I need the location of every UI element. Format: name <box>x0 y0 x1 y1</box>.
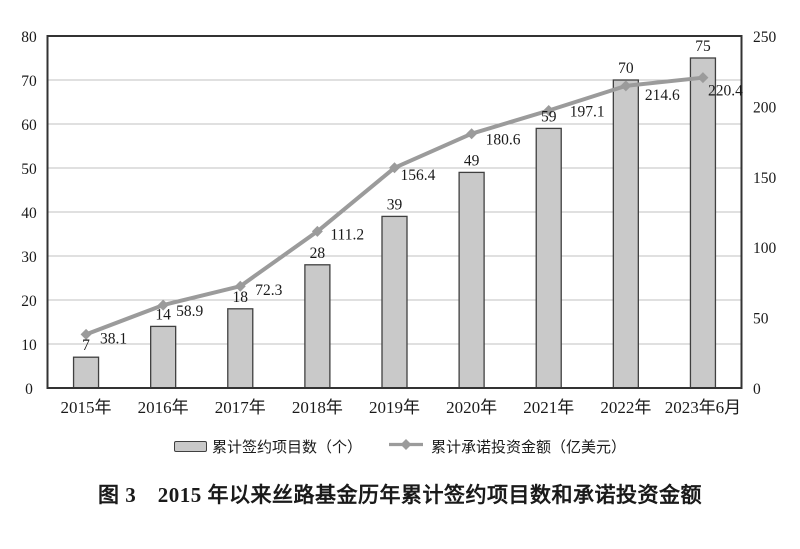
bar-value-label: 39 <box>387 196 403 213</box>
diamond-marker-2019年 <box>389 162 400 174</box>
bar-value-label: 70 <box>618 60 634 77</box>
bar-value-label: 59 <box>541 108 557 125</box>
line-value-label: 111.2 <box>330 226 364 243</box>
diamond-marker-2017年 <box>234 280 246 292</box>
category-label: 2020年 <box>446 398 497 417</box>
bar-value-label: 75 <box>695 38 711 55</box>
legend-label-projects: 累计签约项目数（个） <box>211 440 362 456</box>
category-label: 2015年 <box>61 398 112 417</box>
category-label: 2021年 <box>523 398 574 417</box>
combo-chart: 7 14 18 28 39 49 59 70 75 38.1 58.9 72.3 111.2 156.4 1… <box>21 29 777 417</box>
right-axis-tick-label: 50 <box>753 311 769 328</box>
right-axis-tick-label: 150 <box>753 170 777 187</box>
diamond-marker-2023年6月 <box>697 72 709 84</box>
category-label: 2022年 <box>600 398 651 417</box>
figure-caption: 图 3 2015 年以来丝路基金历年累计签约项目数和承诺投资金额 <box>98 483 702 507</box>
diamond-marker-2016年 <box>157 299 169 311</box>
line-value-label: 220.4 <box>708 83 743 100</box>
left-axis-tick-label: 30 <box>21 249 37 266</box>
left-axis-tick-label: 0 <box>25 381 33 398</box>
bar-2020年 <box>458 171 485 389</box>
line-value-label: 38.1 <box>100 330 127 347</box>
right-axis-tick-label: 0 <box>753 381 761 398</box>
bar-2019年 <box>381 215 408 389</box>
legend-item-investment: 累计承诺投资金额（亿美元） <box>388 436 626 457</box>
diamond-marker-2022年 <box>620 80 632 92</box>
chart-canvas: 7 14 18 28 39 49 59 70 75 38.1 58.9 72.3 111.2 156.4 1… <box>21 29 777 417</box>
category-label: 2019年 <box>369 398 420 417</box>
category-label: 2016年 <box>138 398 189 417</box>
bar-2016年 <box>150 325 177 389</box>
bar-2021年 <box>535 127 562 389</box>
category-label: 2018年 <box>292 398 343 417</box>
legend-item-projects: 累计签约项目数（个） <box>173 436 362 457</box>
line-value-label: 214.6 <box>645 87 680 104</box>
line-value-label: 156.4 <box>401 167 436 184</box>
left-axis-tick-label: 70 <box>21 73 37 90</box>
bar-2015年 <box>72 356 100 389</box>
line-value-label: 180.6 <box>486 132 521 149</box>
bar-value-label: 7 <box>82 337 90 354</box>
right-axis-tick-label: 250 <box>753 29 777 46</box>
category-label: 2017年 <box>215 398 266 417</box>
bar-value-label: 28 <box>310 245 326 262</box>
legend-label-investment: 累计承诺投资金额（亿美元） <box>431 440 627 456</box>
left-axis-tick-label: 60 <box>21 117 37 134</box>
left-axis-tick-label: 80 <box>21 29 37 46</box>
bar-value-label: 49 <box>464 152 480 169</box>
left-axis-tick-label: 40 <box>21 205 37 222</box>
category-label: 2023年6月 <box>665 398 742 417</box>
bar-value-label: 18 <box>233 289 249 306</box>
bar-2023年6月 <box>689 57 717 389</box>
diamond-marker-2021年 <box>543 104 555 116</box>
left-axis-tick-label: 10 <box>21 337 37 354</box>
line-value-label: 197.1 <box>570 103 605 120</box>
bar-2018年 <box>304 264 331 389</box>
line-value-label: 72.3 <box>255 282 282 299</box>
line-value-label: 58.9 <box>176 303 203 320</box>
bar-swatch-icon <box>173 441 207 452</box>
diamond-marker-2015年 <box>80 328 92 340</box>
line-diamond-swatch-icon <box>388 438 424 456</box>
chart-legend: 累计签约项目数（个） 累计承诺投资金额（亿美元） <box>0 436 800 457</box>
diamond-marker-2018年 <box>311 225 323 237</box>
bar-2022年 <box>612 79 639 389</box>
right-axis-tick-label: 200 <box>753 99 777 116</box>
left-axis-tick-label: 20 <box>21 293 37 310</box>
bar-value-label: 14 <box>155 306 171 323</box>
plot-border <box>46 35 743 389</box>
left-axis-tick-label: 50 <box>21 161 37 178</box>
diamond-marker-2020年 <box>466 128 478 140</box>
bar-2017年 <box>227 308 254 389</box>
right-axis-tick-label: 100 <box>753 240 777 257</box>
